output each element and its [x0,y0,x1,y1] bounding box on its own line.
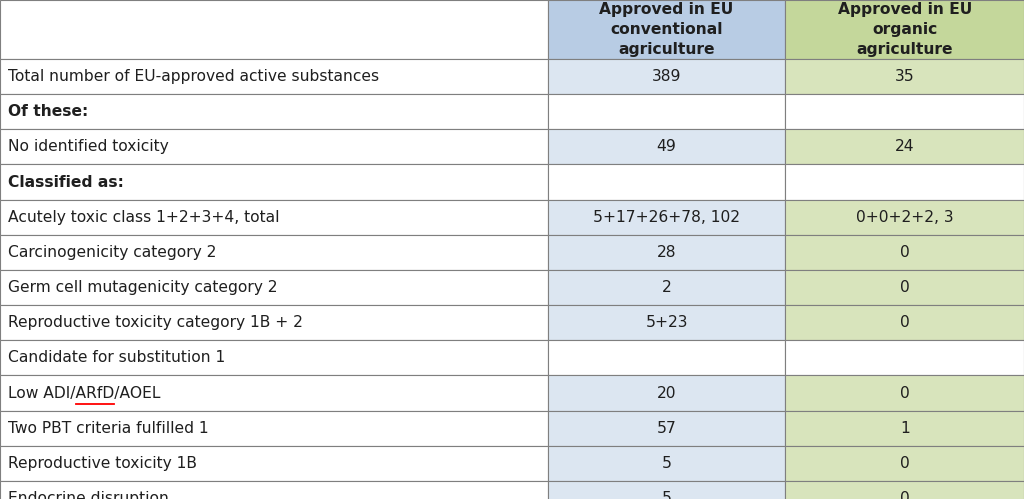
Text: Two PBT criteria fulfilled 1: Two PBT criteria fulfilled 1 [8,421,209,436]
Bar [0,446,548,481]
Bar [785,446,1024,481]
Text: Low ADI/ARfD/AOEL: Low ADI/ARfD/AOEL [8,386,161,401]
Text: Classified as:: Classified as: [8,175,124,190]
Text: 28: 28 [656,245,677,260]
Text: 35: 35 [895,69,914,84]
Bar [785,129,1024,165]
Bar [785,164,1024,200]
Text: 0: 0 [900,315,909,330]
Bar [785,305,1024,340]
Text: Reproductive toxicity category 1B + 2: Reproductive toxicity category 1B + 2 [8,315,303,330]
Text: Acutely toxic class 1+2+3+4, total: Acutely toxic class 1+2+3+4, total [8,210,280,225]
Bar [548,235,785,270]
Bar [548,164,785,200]
Text: Reproductive toxicity 1B: Reproductive toxicity 1B [8,456,198,471]
Text: 0: 0 [900,245,909,260]
Bar [0,235,548,270]
Bar [0,411,548,446]
Bar [548,446,785,481]
Text: Germ cell mutagenicity category 2: Germ cell mutagenicity category 2 [8,280,278,295]
Bar [0,270,548,305]
Text: 57: 57 [656,421,677,436]
Bar [0,59,548,94]
Bar [0,375,548,411]
Bar [0,340,548,375]
Bar [0,0,548,59]
Bar [785,340,1024,375]
Text: Candidate for substitution 1: Candidate for substitution 1 [8,350,225,365]
Text: 20: 20 [656,386,677,401]
Bar [548,481,785,499]
Bar [0,164,548,200]
Text: No identified toxicity: No identified toxicity [8,139,169,154]
Bar [548,129,785,165]
Text: 389: 389 [652,69,681,84]
Bar [548,94,785,129]
Bar [548,411,785,446]
Text: Carcinogenicity category 2: Carcinogenicity category 2 [8,245,216,260]
Bar [785,0,1024,59]
Text: Of these:: Of these: [8,104,88,119]
Text: 5+17+26+78, 102: 5+17+26+78, 102 [593,210,740,225]
Bar [785,411,1024,446]
Text: Approved in EU
organic
agriculture: Approved in EU organic agriculture [838,2,972,57]
Bar [0,94,548,129]
Text: 0: 0 [900,456,909,471]
Bar [785,375,1024,411]
Bar [548,59,785,94]
Text: 0: 0 [900,280,909,295]
Text: 0+0+2+2, 3: 0+0+2+2, 3 [856,210,953,225]
Text: Approved in EU
conventional
agriculture: Approved in EU conventional agriculture [599,2,734,57]
Text: 5: 5 [662,491,672,499]
Text: 24: 24 [895,139,914,154]
Bar [548,270,785,305]
Text: Total number of EU-approved active substances: Total number of EU-approved active subst… [8,69,379,84]
Text: 0: 0 [900,491,909,499]
Text: 1: 1 [900,421,909,436]
Bar [548,340,785,375]
Text: 49: 49 [656,139,677,154]
Text: 0: 0 [900,386,909,401]
Bar [548,200,785,235]
Bar [785,481,1024,499]
Bar [0,481,548,499]
Bar [785,270,1024,305]
Bar [785,235,1024,270]
Bar [785,59,1024,94]
Text: 5+23: 5+23 [645,315,688,330]
Bar [0,305,548,340]
Bar [548,0,785,59]
Text: 2: 2 [662,280,672,295]
Text: Endocrine disruption: Endocrine disruption [8,491,169,499]
Bar [0,200,548,235]
Bar [785,200,1024,235]
Bar [0,129,548,165]
Bar [548,305,785,340]
Bar [785,94,1024,129]
Bar [548,375,785,411]
Text: 5: 5 [662,456,672,471]
